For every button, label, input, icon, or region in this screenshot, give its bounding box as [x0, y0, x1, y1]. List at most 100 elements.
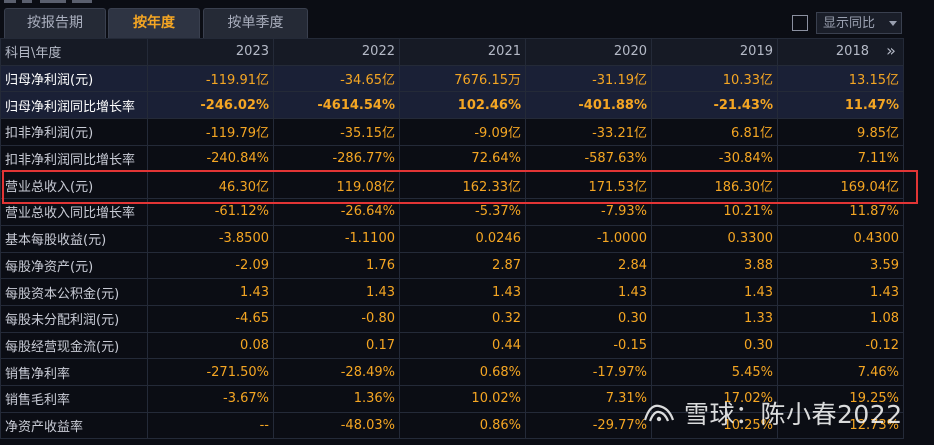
value-cell: 1.43 — [147, 278, 274, 306]
table-row[interactable]: 扣非净利润同比增长率 -240.84% -286.77% 72.64% -587.63%… — [0, 144, 904, 173]
value-cell: -4614.54% — [273, 91, 400, 120]
value-cell: 7.31% — [525, 384, 652, 413]
next-columns-button[interactable]: » — [886, 41, 896, 60]
value-cell: -0.15 — [525, 331, 652, 360]
top-strip — [0, 0, 934, 6]
value-cell: 72.64% — [399, 144, 526, 173]
value-cell: 7.11% — [777, 144, 904, 173]
yoy-checkbox[interactable] — [792, 15, 808, 31]
value-cell: -4.65 — [147, 304, 274, 333]
value-cell: -1.1100 — [273, 224, 400, 253]
value-cell: -- — [147, 411, 274, 440]
value-cell: -119.91亿 — [147, 64, 274, 93]
watermark: 雪球：陈小春2022 — [642, 395, 903, 431]
value-cell: 3.59 — [777, 251, 904, 280]
table-row[interactable]: 营业总收入同比增长率 -61.12% -26.64% -5.37% -7.93% 10.2… — [0, 198, 904, 226]
row-label: 归母净利润同比增长率 — [0, 91, 148, 120]
value-cell: 3.88 — [651, 251, 778, 280]
value-cell: 0.44 — [399, 331, 526, 360]
value-cell: 10.02% — [399, 384, 526, 413]
row-label: 销售毛利率 — [0, 384, 148, 413]
value-cell: 1.76 — [273, 251, 400, 280]
value-cell: -7.93% — [525, 198, 652, 226]
value-cell: -3.67% — [147, 384, 274, 413]
value-cell: 0.30 — [651, 331, 778, 360]
value-cell: -26.64% — [273, 198, 400, 226]
value-cell: 1.08 — [777, 304, 904, 333]
period-tabs: 按报告期 按年度 按单季度 — [0, 8, 934, 38]
tab-by-year[interactable]: 按年度 — [108, 8, 200, 38]
value-cell: -17.97% — [525, 358, 652, 386]
top-stub — [22, 0, 32, 3]
table-row[interactable]: 每股资本公积金(元) 1.43 1.43 1.43 1.43 1.43 1.43 — [0, 278, 904, 306]
value-cell: -271.50% — [147, 358, 274, 386]
value-cell: -119.79亿 — [147, 118, 274, 146]
value-cell: -3.8500 — [147, 224, 274, 253]
table-row[interactable]: 销售净利率 -271.50% -28.49% 0.68% -17.97% 5.45% 7.4… — [0, 358, 904, 386]
row-label: 销售净利率 — [0, 358, 148, 386]
top-stub — [40, 0, 66, 3]
tab-by-report-period[interactable]: 按报告期 — [4, 8, 106, 38]
value-cell: -587.63% — [525, 144, 652, 173]
value-cell: -5.37% — [399, 198, 526, 226]
value-cell: -33.21亿 — [525, 118, 652, 146]
value-cell: 12.73% — [777, 411, 904, 440]
watermark-text: 雪球：陈小春2022 — [684, 400, 903, 429]
column-header[interactable]: 2018 — [777, 38, 904, 66]
table-row[interactable]: 净资产收益率 -- -48.03% 0.86% -29.77% 10.25% 12.73% — [0, 411, 904, 440]
value-cell: 102.46% — [399, 91, 526, 120]
table-header-row: 科目\年度 2023 2022 2021 2020 2019 2018 — [0, 38, 904, 66]
table-row[interactable]: 扣非净利润(元) -119.79亿 -35.15亿 -9.09亿 -33.21亿 6.81… — [0, 118, 904, 146]
value-cell: 1.43 — [651, 278, 778, 306]
value-cell: 11.87% — [777, 198, 904, 226]
value-cell: 0.17 — [273, 331, 400, 360]
table-row[interactable]: 每股未分配利润(元) -4.65 -0.80 0.32 0.30 1.33 1.08 — [0, 304, 904, 333]
value-cell: 0.30 — [525, 304, 652, 333]
row-label: 净资产收益率 — [0, 411, 148, 440]
value-cell: -31.19亿 — [525, 64, 652, 93]
column-header[interactable]: 2020 — [525, 38, 652, 66]
yoy-select-label: 显示同比 — [823, 16, 876, 31]
top-stub — [72, 0, 92, 3]
financial-table: 科目\年度 2023 2022 2021 2020 2019 2018 归母净利… — [0, 38, 904, 440]
value-cell: 171.53亿 — [525, 171, 652, 200]
table-row[interactable]: 归母净利润同比增长率 -246.02% -4614.54% 102.46% -401.8… — [0, 91, 904, 120]
yoy-select[interactable]: 显示同比 — [816, 12, 902, 34]
value-cell: 162.33亿 — [399, 171, 526, 200]
value-cell: 5.45% — [651, 358, 778, 386]
value-cell: 10.21% — [651, 198, 778, 226]
column-header[interactable]: 2021 — [399, 38, 526, 66]
value-cell: 9.85亿 — [777, 118, 904, 146]
column-header[interactable]: 2022 — [273, 38, 400, 66]
value-cell: -401.88% — [525, 91, 652, 120]
row-label: 每股净资产(元) — [0, 251, 148, 280]
column-header: 科目\年度 — [0, 38, 148, 66]
value-cell: -9.09亿 — [399, 118, 526, 146]
value-cell: 1.43 — [399, 278, 526, 306]
tab-by-quarter[interactable]: 按单季度 — [203, 8, 308, 38]
table-row[interactable]: 每股经营现金流(元) 0.08 0.17 0.44 -0.15 0.30 -0.12 — [0, 331, 904, 360]
row-label: 扣非净利润(元) — [0, 118, 148, 146]
value-cell: 11.47% — [777, 91, 904, 120]
value-cell: -48.03% — [273, 411, 400, 440]
table-row[interactable]: 归母净利润(元) -119.91亿 -34.65亿 7676.15万 -31.19亿 10… — [0, 64, 904, 93]
right-gutter — [904, 38, 934, 445]
value-cell: 1.36% — [273, 384, 400, 413]
value-cell: 2.84 — [525, 251, 652, 280]
column-header[interactable]: 2023 — [147, 38, 274, 66]
value-cell: -30.84% — [651, 144, 778, 173]
snowball-logo-icon — [643, 404, 675, 422]
table-row[interactable]: 营业总收入(元) 46.30亿 119.08亿 162.33亿 171.53亿 186.3… — [0, 171, 904, 200]
value-cell: -1.0000 — [525, 224, 652, 253]
table-row[interactable]: 基本每股收益(元) -3.8500 -1.1100 0.0246 -1.0000 0.33… — [0, 224, 904, 253]
top-stub — [4, 0, 16, 3]
value-cell: -61.12% — [147, 198, 274, 226]
column-header[interactable]: 2019 — [651, 38, 778, 66]
value-cell: 1.43 — [273, 278, 400, 306]
value-cell: 13.15亿 — [777, 64, 904, 93]
value-cell: -0.80 — [273, 304, 400, 333]
value-cell: 19.25% — [777, 384, 904, 413]
table-row[interactable]: 每股净资产(元) -2.09 1.76 2.87 2.84 3.88 3.59 — [0, 251, 904, 280]
value-cell: -0.12 — [777, 331, 904, 360]
row-label: 扣非净利润同比增长率 — [0, 144, 148, 173]
